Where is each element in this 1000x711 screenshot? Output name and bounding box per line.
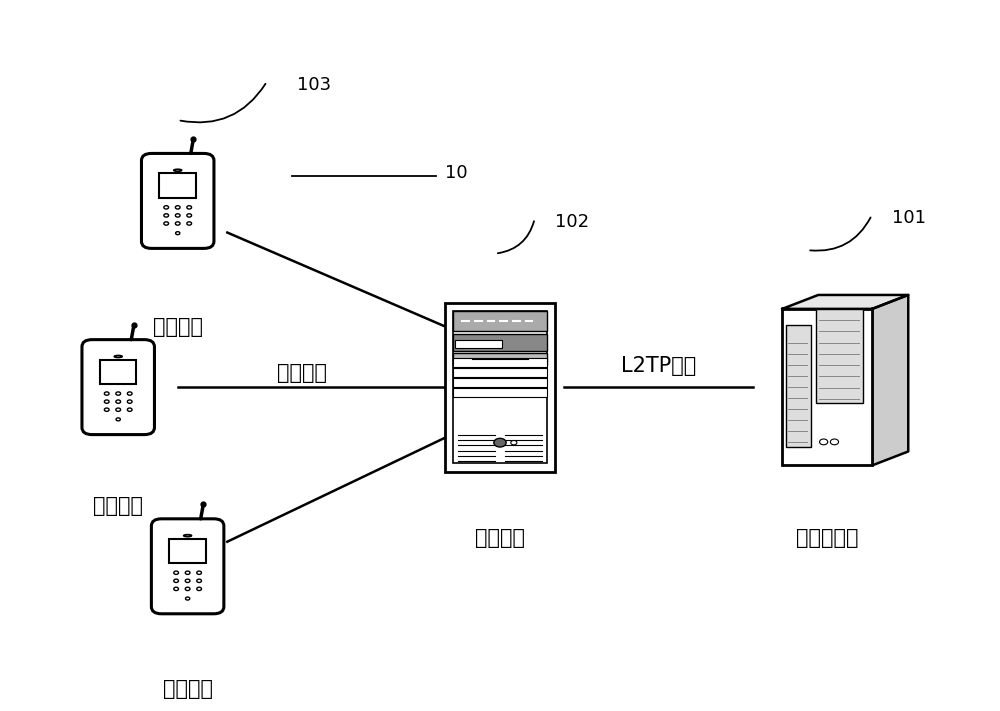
Circle shape: [187, 222, 192, 225]
Circle shape: [175, 205, 180, 209]
Bar: [453, 311, 547, 331]
Text: 10: 10: [445, 164, 468, 182]
Text: 101: 101: [892, 210, 926, 228]
Circle shape: [116, 392, 121, 395]
Circle shape: [185, 571, 190, 574]
Circle shape: [116, 400, 121, 403]
Circle shape: [116, 408, 121, 412]
Circle shape: [186, 597, 190, 600]
Circle shape: [127, 408, 132, 412]
Circle shape: [164, 205, 169, 209]
Circle shape: [494, 438, 506, 447]
Ellipse shape: [174, 169, 182, 171]
Circle shape: [185, 587, 190, 591]
Circle shape: [174, 587, 178, 591]
Circle shape: [164, 222, 169, 225]
Circle shape: [127, 392, 132, 395]
Ellipse shape: [114, 356, 122, 358]
Text: 103: 103: [297, 76, 331, 94]
Bar: [453, 353, 547, 365]
FancyBboxPatch shape: [141, 154, 214, 248]
Bar: [453, 334, 547, 351]
Polygon shape: [872, 295, 908, 466]
Bar: [453, 378, 547, 387]
Text: 接入设备: 接入设备: [475, 528, 525, 547]
Text: 网络服务器: 网络服务器: [796, 528, 858, 547]
Bar: [159, 173, 196, 198]
Circle shape: [185, 579, 190, 582]
Bar: [169, 539, 206, 563]
Circle shape: [104, 400, 109, 403]
Bar: [782, 309, 872, 466]
Text: 用户设备: 用户设备: [93, 496, 143, 516]
Circle shape: [187, 205, 192, 209]
Text: 102: 102: [555, 213, 589, 231]
Circle shape: [164, 214, 169, 217]
Bar: [453, 368, 547, 377]
Circle shape: [187, 214, 192, 217]
Text: 公共网络: 公共网络: [277, 363, 327, 383]
Circle shape: [176, 232, 180, 235]
Ellipse shape: [184, 535, 192, 537]
Bar: [455, 340, 502, 348]
Text: 用户设备: 用户设备: [163, 679, 213, 699]
Circle shape: [116, 418, 120, 421]
Circle shape: [197, 579, 201, 582]
Circle shape: [830, 439, 839, 445]
Text: L2TP隧道: L2TP隧道: [621, 356, 696, 376]
Bar: [453, 358, 547, 367]
Circle shape: [174, 571, 178, 574]
Circle shape: [197, 571, 201, 574]
FancyBboxPatch shape: [82, 340, 154, 434]
Text: 用户设备: 用户设备: [153, 317, 203, 337]
Polygon shape: [782, 295, 908, 309]
Bar: [816, 309, 863, 402]
Bar: [100, 360, 136, 384]
Circle shape: [175, 214, 180, 217]
Circle shape: [104, 392, 109, 395]
Bar: [786, 324, 811, 447]
Circle shape: [175, 222, 180, 225]
Circle shape: [820, 439, 828, 445]
Circle shape: [174, 579, 178, 582]
FancyBboxPatch shape: [151, 519, 224, 614]
Circle shape: [511, 441, 517, 445]
Circle shape: [127, 400, 132, 403]
Bar: [445, 303, 555, 471]
Bar: [453, 311, 547, 463]
Bar: [453, 388, 547, 397]
Circle shape: [197, 587, 201, 591]
Circle shape: [104, 408, 109, 412]
